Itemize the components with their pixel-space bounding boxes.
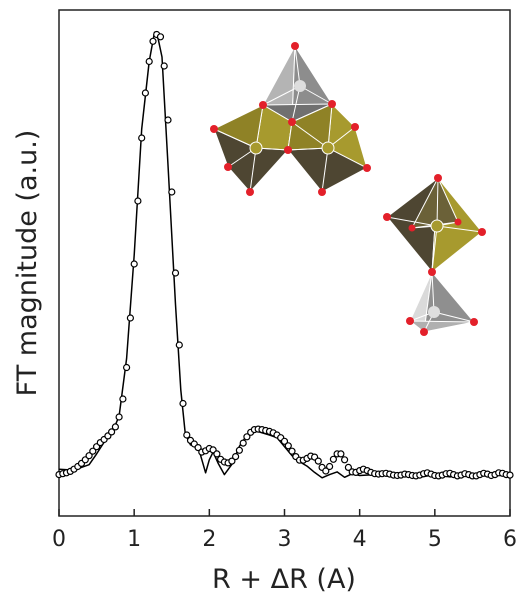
data-point — [171, 269, 180, 277]
data-point — [149, 37, 157, 45]
inset-edge-sharing-polyhedra — [210, 42, 371, 196]
data-point — [156, 33, 165, 41]
tetrahedron-single — [408, 270, 475, 333]
data-point — [326, 462, 334, 471]
x-tick-label: 6 — [503, 527, 517, 552]
data-point — [213, 450, 221, 458]
data-point — [179, 399, 187, 408]
oxygen-atoms-2 — [383, 174, 486, 336]
x-tick-label: 1 — [127, 527, 141, 552]
x-tick-label: 0 — [52, 527, 66, 552]
data-point — [168, 188, 176, 196]
data-point — [134, 197, 142, 205]
octahedron-right — [287, 102, 368, 193]
oxygen-atoms — [210, 42, 371, 196]
x-ticks-layer: 0 1 2 3 4 5 6 — [52, 509, 517, 552]
data-point — [235, 446, 243, 454]
x-axis-title: R + ΔR (A) — [212, 564, 356, 595]
data-point — [314, 457, 322, 465]
data-point — [232, 453, 240, 461]
data-point — [337, 450, 345, 458]
data-point — [164, 116, 172, 124]
tetrahedron-top — [261, 44, 333, 123]
data-point — [85, 452, 93, 460]
inset-corner-sharing-polyhedra — [383, 174, 486, 336]
data-point — [194, 444, 202, 452]
data-point — [130, 260, 138, 268]
y-axis-title: FT magnitude (a.u.) — [12, 130, 43, 397]
data-point — [344, 463, 352, 471]
data-point — [115, 413, 123, 421]
data-point — [107, 428, 116, 436]
data-point — [183, 431, 191, 439]
data-point — [89, 447, 97, 455]
data-point — [119, 395, 127, 403]
data-point — [288, 447, 296, 455]
data-point — [243, 433, 251, 441]
x-tick-label: 4 — [353, 527, 367, 552]
data-point — [111, 423, 120, 431]
data-point — [341, 456, 349, 464]
x-tick-label: 3 — [278, 527, 292, 552]
data-point — [141, 89, 149, 97]
octahedron-single — [386, 176, 483, 274]
data-point — [284, 442, 292, 450]
x-tick-label: 2 — [202, 527, 216, 552]
x-tick-label: 5 — [428, 527, 442, 552]
data-point — [145, 57, 153, 66]
data-point — [239, 439, 247, 447]
data-point — [126, 314, 134, 322]
data-point — [506, 471, 514, 479]
data-markers-layer — [55, 30, 514, 480]
data-point — [228, 457, 236, 465]
data-point — [138, 134, 146, 142]
data-point — [175, 341, 183, 349]
data-point — [122, 363, 131, 372]
data-point — [280, 437, 289, 445]
data-point — [329, 455, 337, 463]
data-point — [160, 62, 168, 70]
data-point — [322, 467, 330, 475]
octahedron-left — [212, 104, 293, 193]
